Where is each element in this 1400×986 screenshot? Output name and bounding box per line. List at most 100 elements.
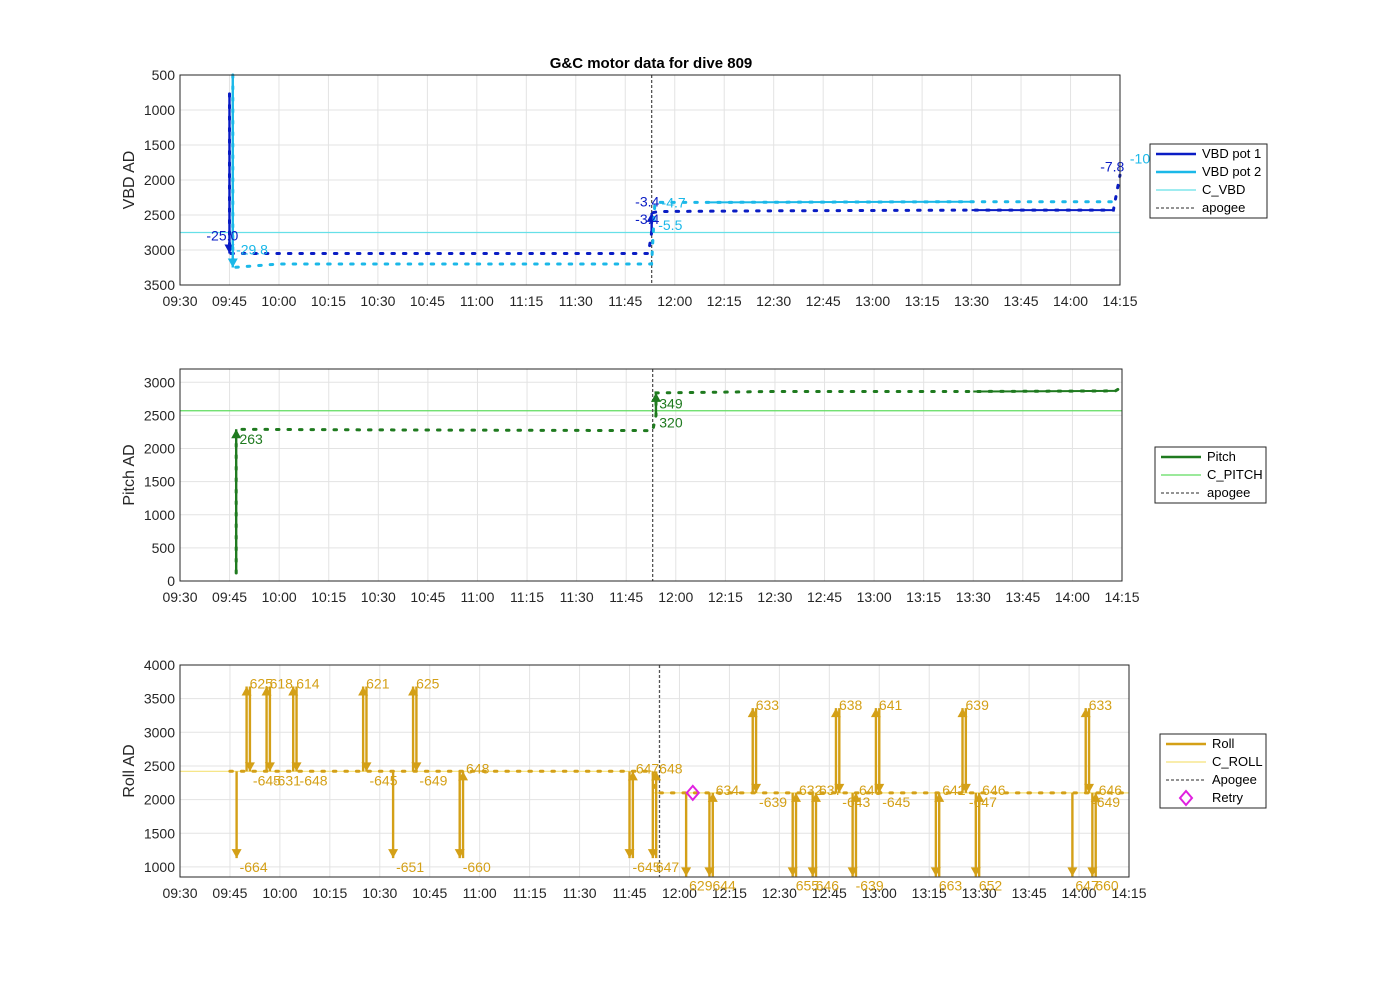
x-tick-label: 12:15 <box>708 589 743 605</box>
x-tick-label: 12:45 <box>812 885 847 901</box>
x-tick-label: 09:45 <box>212 885 247 901</box>
x-tick-label: 11:30 <box>559 293 593 309</box>
roll-annotation: 647 <box>656 859 680 875</box>
x-tick-label: 10:30 <box>360 293 395 309</box>
roll-annotation: 652 <box>979 877 1003 893</box>
x-tick-label: 14:15 <box>1104 589 1139 605</box>
move-annotation: -29.8 <box>236 241 268 257</box>
x-tick-label: 11:00 <box>460 589 494 605</box>
roll-annotation: 663 <box>939 877 963 893</box>
legend: Roll C_ROLL Apogee Retry <box>1159 733 1267 809</box>
roll-annotation: 614 <box>296 676 320 692</box>
x-tick-label: 12:15 <box>707 293 742 309</box>
move-annotation: -10. <box>1130 150 1154 166</box>
move-annotation: -4.7 <box>662 194 686 210</box>
move-annotation: -7.8 <box>1100 159 1124 175</box>
x-tick-label: 11:45 <box>608 293 642 309</box>
x-tick-label: 10:15 <box>311 293 346 309</box>
x-tick-label: 12:45 <box>807 589 842 605</box>
x-tick-label: 12:00 <box>658 589 693 605</box>
roll-annotation: -660 <box>463 859 491 875</box>
y-tick-label: 3000 <box>144 724 175 740</box>
x-tick-label: 11:45 <box>609 589 643 605</box>
x-tick-label: 14:00 <box>1053 293 1088 309</box>
roll-move-arrow <box>834 783 845 793</box>
roll-annotation: 634 <box>716 782 740 798</box>
roll-annotation: 660 <box>1095 877 1119 893</box>
roll-move-arrow <box>874 783 885 793</box>
x-tick-label: 09:30 <box>162 293 197 309</box>
legend-marker <box>1178 789 1194 807</box>
x-tick-label: 10:00 <box>261 293 296 309</box>
move-annotation: -3.4 <box>635 211 659 227</box>
x-tick-label: 13:45 <box>1004 293 1039 309</box>
legend-label: Retry <box>1212 790 1244 805</box>
y-tick-label: 3000 <box>144 374 175 390</box>
roll-annotation: 646 <box>1099 782 1123 798</box>
x-tick-label: 11:15 <box>513 885 547 901</box>
x-tick-label: 13:30 <box>954 293 989 309</box>
roll-move-arrow <box>264 762 275 772</box>
roll-annotation: 621 <box>366 676 390 692</box>
roll-annotation: -639 <box>856 877 884 893</box>
x-tick-label: 12:00 <box>662 885 697 901</box>
roll-move-arrow <box>807 867 818 877</box>
roll-move-arrow <box>651 771 662 781</box>
roll-annotation: -664 <box>240 859 268 875</box>
roll-annotation: -645 <box>633 859 661 875</box>
roll-annotation: -631 <box>273 772 301 788</box>
x-tick-label: 13:15 <box>906 589 941 605</box>
roll-move-arrow <box>231 849 242 859</box>
roll-annotation: 639 <box>966 697 990 713</box>
roll-move-arrow <box>1067 867 1078 877</box>
roll-annotation: 633 <box>756 697 780 713</box>
roll-move-arrow <box>787 867 798 877</box>
x-tick-label: 13:45 <box>1012 885 1047 901</box>
series-line <box>231 73 1122 270</box>
roll-annotation: 648 <box>466 760 490 776</box>
y-axis-label: Pitch AD <box>121 444 138 505</box>
roll-annotation: -645 <box>253 772 281 788</box>
roll-annotation: 638 <box>839 697 863 713</box>
legend-label: apogee <box>1207 485 1250 500</box>
y-tick-label: 1500 <box>144 474 175 490</box>
legend-label: VBD pot 1 <box>1202 146 1261 161</box>
x-tick-label: 12:45 <box>806 293 841 309</box>
x-tick-label: 13:30 <box>956 589 991 605</box>
roll-move-arrow <box>960 783 971 793</box>
move-annotation: -3.4 <box>635 194 659 210</box>
x-tick-label: 10:30 <box>362 885 397 901</box>
y-axis-label: VBD AD <box>121 151 138 210</box>
x-tick-label: 09:30 <box>162 885 197 901</box>
y-tick-label: 4000 <box>144 657 175 673</box>
roll-move-arrow <box>411 762 422 772</box>
roll-move-arrow <box>627 771 638 781</box>
roll-move-arrow <box>707 792 718 802</box>
x-tick-label: 14:15 <box>1111 885 1146 901</box>
roll-annotation: -645 <box>882 794 910 810</box>
roll-annotation: -639 <box>759 794 787 810</box>
x-tick-label: 12:00 <box>657 293 692 309</box>
plot-area <box>180 369 1122 581</box>
motor-move-arrow <box>227 258 238 268</box>
x-tick-label: 09:45 <box>212 589 247 605</box>
x-tick-label: 13:00 <box>857 589 892 605</box>
roll-annotation: 646 <box>982 782 1006 798</box>
axes-box <box>179 664 1130 878</box>
legend-box <box>1149 143 1268 219</box>
roll-annotation: 625 <box>416 676 440 692</box>
x-tick-label: 13:00 <box>855 293 890 309</box>
x-tick-label: 13:15 <box>905 293 940 309</box>
legend-label: apogee <box>1202 200 1245 215</box>
legend-label: C_PITCH <box>1207 467 1263 482</box>
y-tick-label: 2500 <box>144 207 175 223</box>
y-tick-label: 3000 <box>144 242 175 258</box>
x-tick-label: 10:45 <box>412 885 447 901</box>
x-tick-label: 12:30 <box>762 885 797 901</box>
y-axis-label: Roll AD <box>121 744 138 797</box>
roll-move-arrow <box>361 762 372 772</box>
x-tick-label: 14:00 <box>1062 885 1097 901</box>
roll-annotation: 648 <box>659 760 683 776</box>
